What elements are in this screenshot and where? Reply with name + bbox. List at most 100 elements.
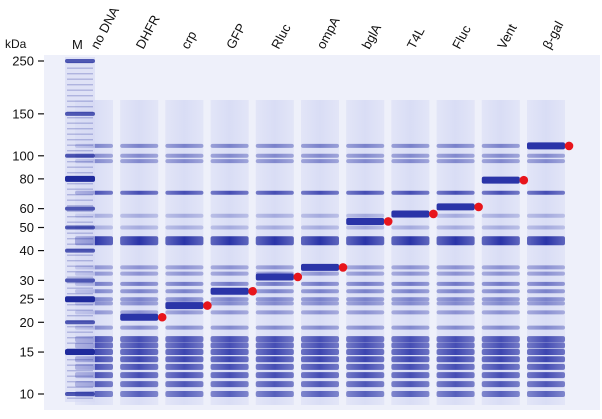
gel-lane [391,100,430,405]
gel-lane [527,100,565,405]
marker-faint-stripe [67,150,93,152]
expressed-protein-dot [293,272,303,282]
marker-faint-stripe [67,205,93,207]
marker-faint-stripe [67,392,93,394]
expressed-protein-dot [338,263,348,272]
marker-faint-stripe [67,166,93,168]
lane-label: T4L [404,25,428,52]
expressed-protein-dot [157,312,167,322]
expressed-protein-markers [157,141,574,322]
lane-label: Rluc [268,21,294,51]
marker-faint-stripe [67,381,93,383]
marker-band [65,392,95,396]
marker-faint-stripe [67,111,93,113]
expressed-protein-dot [474,202,483,212]
marker-faint-stripe [67,232,93,234]
lane-label: no DNA [87,4,122,52]
lane-label: Vent [494,21,520,51]
marker-faint-stripe [67,342,93,344]
marker-faint-stripe [67,348,93,350]
marker-faint-stripe [67,188,93,190]
expressed-band [346,217,385,225]
gel-lane [301,100,339,405]
lane-label: DHFR [133,12,163,51]
marker-faint-stripe [67,287,93,289]
kda-tick-label: 10 [20,387,34,402]
kda-tick-label: 150 [12,106,34,121]
kda-tick-label: 30 [20,273,34,288]
expressed-band [255,273,294,281]
expressed-protein-dot [248,286,257,296]
lane-label: crp [178,28,200,51]
marker-faint-stripe [67,221,93,223]
marker-faint-stripe [67,227,93,229]
expressed-band [301,263,339,271]
marker-faint-stripe [67,210,93,212]
marker-faint-stripe [67,89,93,91]
lane-shading [391,100,430,405]
marker-faint-stripe [67,100,93,102]
expressed-protein-dot [519,175,529,185]
marker-faint-stripe [67,386,93,388]
expressed-protein-dot [429,209,438,219]
kda-tick-label: 40 [20,243,34,258]
marker-band [65,349,95,356]
marker-faint-stripe [67,326,93,328]
lane-shading [527,100,565,405]
marker-faint-stripe [67,353,93,355]
marker-faint-stripe [67,172,93,174]
kda-tick-label: 15 [20,345,34,360]
lane-shading [301,100,339,405]
marker-band [65,248,95,253]
marker-faint-stripe [67,199,93,201]
marker-faint-stripe [67,84,93,86]
lane-label: GFP [223,21,249,52]
marker-band [65,296,95,303]
marker-lane [65,57,95,402]
expressed-band [527,142,565,150]
expressed-band [436,203,475,211]
lane-shading [255,100,294,405]
expressed-band [210,287,249,295]
kda-tick-label: 60 [20,201,34,216]
expressed-band [120,313,159,321]
lane-shading [120,100,159,405]
marker-faint-stripe [67,337,93,339]
marker-faint-stripe [67,133,93,135]
marker-faint-stripe [67,331,93,333]
lane-shading [165,100,204,405]
marker-faint-stripe [67,309,93,311]
marker-faint-stripe [67,177,93,179]
lane-label: β-gal [539,19,566,52]
expressed-protein-dot [564,141,574,151]
marker-faint-stripe [67,276,93,278]
kda-tick-label: 100 [12,148,34,163]
marker-band [65,225,95,230]
kda-axis: 250 150 100 80 60 50 40 30 25 20 15 10 [12,54,46,402]
marker-faint-stripe [67,78,93,80]
marker-faint-stripe [67,315,93,317]
marker-faint-stripe [67,128,93,130]
marker-faint-stripe [67,117,93,119]
marker-faint-stripe [67,293,93,295]
marker-faint-stripe [67,161,93,163]
marker-faint-stripe [67,370,93,372]
marker-faint-stripe [67,304,93,306]
kda-tick-label: 50 [20,220,34,235]
marker-faint-stripe [67,144,93,146]
marker-faint-stripe [67,298,93,300]
marker-faint-stripe [67,282,93,284]
marker-faint-stripe [67,139,93,141]
lane-label: ompA [313,14,342,51]
marker-faint-stripe [67,375,93,377]
kda-unit-label: kDa [5,37,27,51]
marker-faint-stripe [67,194,93,196]
expressed-band [481,176,520,184]
marker-faint-stripe [67,95,93,97]
marker-faint-stripe [67,73,93,75]
marker-faint-stripe [67,216,93,218]
marker-band [65,175,95,182]
marker-band [65,153,95,158]
marker-faint-stripe [67,183,93,185]
